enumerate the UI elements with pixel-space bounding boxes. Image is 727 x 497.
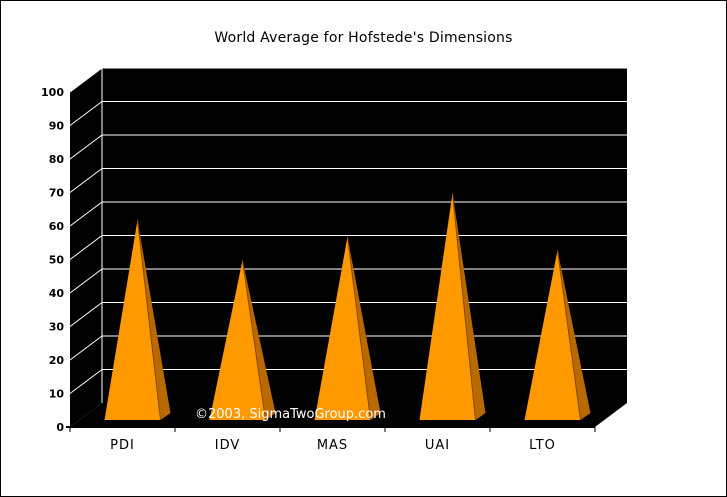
- chart-title: World Average for Hofstede's Dimensions: [214, 30, 513, 46]
- gridline-side: [69, 67, 103, 93]
- gridline-side: [69, 235, 103, 260]
- pyramid-edge: [137, 219, 161, 421]
- y-tick-label: 80: [49, 153, 65, 166]
- pyramid-bar-pdi: [104, 219, 171, 421]
- gridline-side: [69, 369, 103, 394]
- gridline-side: [69, 268, 103, 294]
- pyramid-bar-idv: [209, 260, 276, 421]
- y-tick-label: 20: [49, 354, 65, 367]
- pyramid-front-face: [104, 220, 161, 420]
- y-tick-label: 40: [49, 287, 65, 300]
- pyramid-edge: [452, 193, 476, 421]
- gridline-side: [69, 168, 103, 193]
- x-tick-label: MAS: [317, 438, 348, 453]
- pyramid-edge: [242, 260, 266, 421]
- y-tick-label: 90: [49, 120, 65, 133]
- x-tick-label: IDV: [215, 438, 241, 453]
- gridline-side: [69, 201, 103, 227]
- y-tick-label: 0: [56, 421, 64, 434]
- gridline-side: [69, 302, 103, 327]
- pyramid-bar-uai: [419, 193, 486, 421]
- pyramid-side-face: [452, 193, 486, 420]
- x-tick-label: UAI: [425, 438, 450, 453]
- watermark: ©2003, SigmaTwoGroup.com: [195, 407, 386, 422]
- pyramid-edge: [347, 236, 371, 421]
- pyramid-front-face: [209, 260, 266, 420]
- pyramid-side-face: [557, 250, 591, 420]
- pyramid-side-face: [242, 260, 276, 420]
- y-axis-tick-labels: 0 10 20 30 40 50 60 70 80 90 100: [41, 86, 64, 434]
- x-axis: PDI IDV MAS UAI LTO: [66, 426, 596, 453]
- pyramid-front-face: [314, 236, 371, 420]
- gridline-side: [69, 335, 103, 361]
- pyramid-front-face: [419, 193, 476, 420]
- pyramid-edge: [557, 250, 581, 421]
- y-tick-label: 100: [41, 86, 64, 99]
- y-tick-label: 60: [49, 220, 65, 233]
- gridline-side: [69, 134, 103, 160]
- x-tick-label: LTO: [529, 438, 556, 453]
- pyramid-side-face: [347, 236, 381, 420]
- bars: [104, 193, 591, 421]
- pyramid-side-face: [137, 220, 171, 420]
- pyramid-bar-mas: [314, 236, 381, 421]
- y-tick-label: 50: [49, 254, 65, 267]
- y-tick-label: 10: [49, 388, 65, 401]
- y-tick-label: 30: [49, 321, 65, 334]
- gridline-side: [69, 101, 103, 126]
- pyramid-bar-lto: [524, 250, 591, 421]
- pyramid-front-face: [524, 250, 581, 420]
- y-tick-label: 70: [49, 187, 65, 200]
- x-tick-label: PDI: [110, 438, 135, 453]
